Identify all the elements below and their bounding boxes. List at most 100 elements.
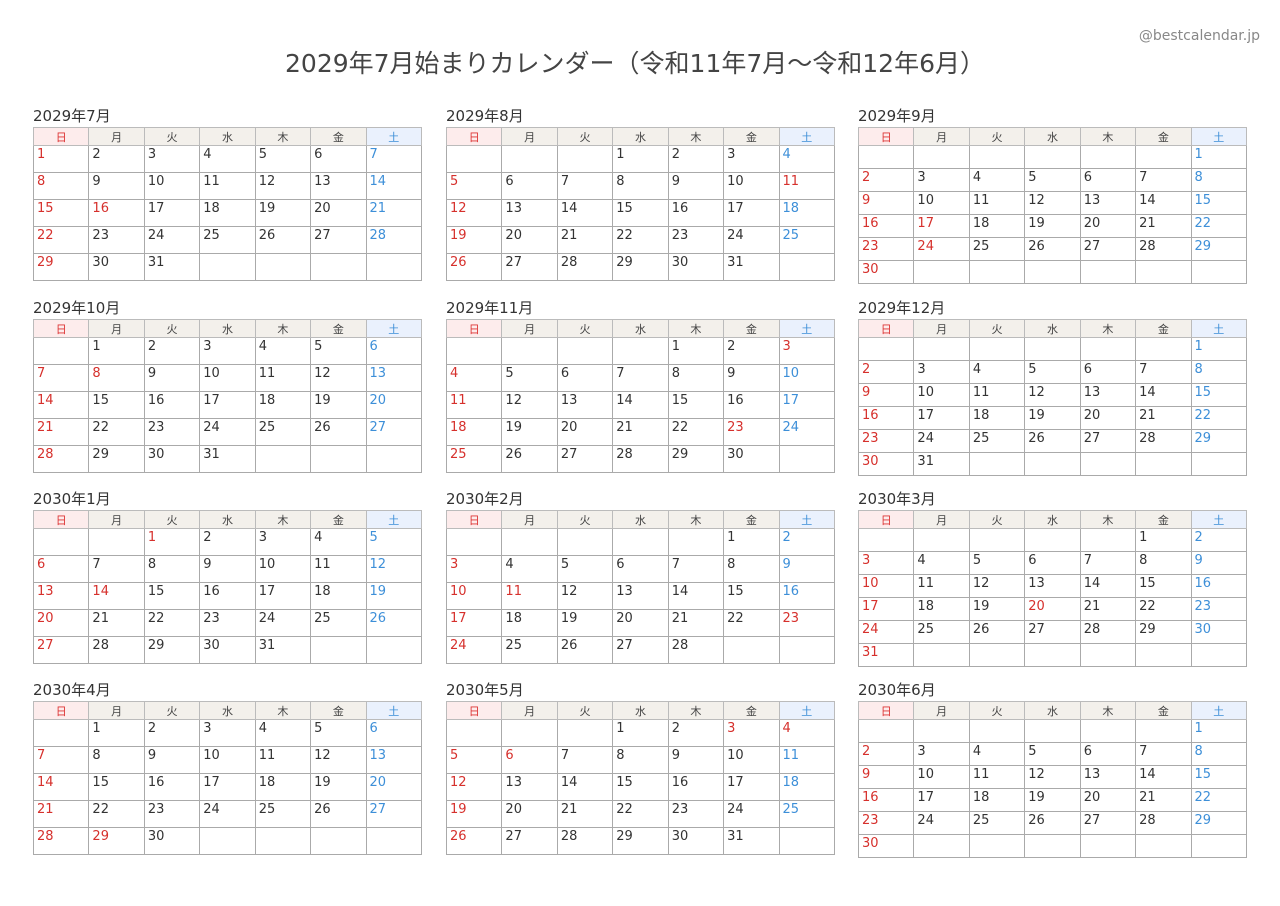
- day-cell: 1: [1190, 337, 1248, 361]
- day-cell: 10: [913, 191, 970, 215]
- day-cell: 9: [857, 765, 915, 789]
- weekday-header: 日: [857, 127, 915, 146]
- weekday-header: 火: [143, 319, 201, 338]
- week-row: 11 12 13 14 15 16 17: [445, 391, 836, 419]
- week-row: 25 26 27 28 29 30: [445, 445, 836, 473]
- empty-cell: [913, 337, 970, 361]
- day-cell: 26: [310, 418, 367, 446]
- day-cell: 4: [913, 551, 970, 575]
- empty-cell: [1190, 260, 1248, 284]
- day-cell: 2: [667, 145, 725, 173]
- empty-cell: [968, 643, 1026, 667]
- day-cell: 20: [1024, 597, 1081, 621]
- day-cell: 24: [913, 237, 970, 261]
- day-cell: 15: [612, 773, 669, 801]
- day-cell: 28: [32, 445, 90, 473]
- month-calendar: 2029年9月日月火水木金土 1 2 3 4 5 6 7 8 9 10 11 12 13 14 15 16 17 1…: [857, 105, 1248, 284]
- day-cell: 24: [723, 800, 780, 828]
- month-calendar: 2029年12月日月火水木金土 1 2 3 4 5 6 7 8 9 10 11 12 13 14 15 16 17…: [857, 297, 1248, 476]
- day-cell: 25: [778, 800, 836, 828]
- month-title: 2029年9月: [858, 107, 936, 125]
- month-title: 2030年2月: [446, 490, 524, 508]
- day-cell: 21: [612, 418, 669, 446]
- empty-cell: [1079, 337, 1137, 361]
- month-table: 日月火水木金土 1 2 3 4 5 6 7 8 9 10 11 12 13 14 15 16 17 18 19 20 21…: [32, 701, 423, 855]
- day-cell: 21: [32, 800, 90, 828]
- day-cell: 22: [612, 800, 669, 828]
- day-cell: 14: [667, 582, 725, 610]
- day-cell: 19: [1024, 788, 1081, 812]
- empty-cell: [968, 452, 1026, 476]
- day-cell: 9: [88, 172, 145, 200]
- day-cell: 11: [199, 172, 256, 200]
- day-cell: 23: [778, 609, 836, 637]
- weekday-header: 月: [501, 127, 558, 146]
- day-cell: 6: [1079, 742, 1137, 766]
- weekday-header: 火: [143, 701, 201, 720]
- day-cell: 19: [1024, 214, 1081, 238]
- weekday-header: 月: [913, 701, 970, 720]
- weekday-header: 火: [556, 510, 614, 529]
- day-cell: 18: [968, 214, 1026, 238]
- empty-cell: [556, 145, 614, 173]
- empty-cell: [88, 528, 145, 556]
- day-cell: 30: [857, 834, 915, 858]
- week-row: 4 5 6 7 8 9 10: [445, 364, 836, 392]
- day-cell: 19: [968, 597, 1026, 621]
- week-row: 17 18 19 20 21 22 23: [445, 609, 836, 637]
- day-cell: 24: [723, 226, 780, 254]
- day-cell: 22: [1190, 406, 1248, 430]
- day-cell: 18: [968, 788, 1026, 812]
- day-cell: 8: [1190, 742, 1248, 766]
- day-cell: 11: [254, 746, 312, 774]
- day-cell: 14: [88, 582, 145, 610]
- day-cell: 13: [1024, 574, 1081, 598]
- week-row: 31: [857, 643, 1248, 667]
- day-cell: 30: [723, 445, 780, 473]
- day-cell: 10: [857, 574, 915, 598]
- week-row: 13 14 15 16 17 18 19: [32, 582, 423, 610]
- month-table: 日月火水木金土 1 2 3 4 5 6 7 8 9 10 11 12 13 14 15 16 17 18 19 20 21…: [32, 319, 423, 473]
- empty-cell: [501, 337, 558, 365]
- week-row: 26 27 28 29 30 31: [445, 827, 836, 855]
- day-cell: 28: [88, 636, 145, 664]
- empty-cell: [310, 636, 367, 664]
- day-cell: 10: [778, 364, 836, 392]
- day-cell: 4: [968, 360, 1026, 384]
- day-cell: 15: [723, 582, 780, 610]
- weekday-header: 木: [667, 319, 725, 338]
- day-cell: 26: [445, 827, 503, 855]
- day-cell: 20: [501, 800, 558, 828]
- day-cell: 23: [199, 609, 256, 637]
- week-row: 28 29 30: [32, 827, 423, 855]
- week-row: 22 23 24 25 26 27 28: [32, 226, 423, 254]
- day-cell: 9: [199, 555, 256, 583]
- day-cell: 15: [88, 391, 145, 419]
- site-credit: @bestcalendar.jp: [1138, 28, 1260, 44]
- weekday-header: 土: [1190, 319, 1248, 338]
- day-cell: 15: [1190, 191, 1248, 215]
- day-cell: 15: [143, 582, 201, 610]
- day-cell: 25: [778, 226, 836, 254]
- month-title: 2029年12月: [858, 299, 946, 317]
- weekday-header: 金: [1135, 319, 1192, 338]
- week-row: 5 6 7 8 9 10 11: [445, 172, 836, 200]
- day-cell: 25: [968, 429, 1026, 453]
- day-cell: 10: [143, 172, 201, 200]
- day-cell: 11: [445, 391, 503, 419]
- week-row: 15 16 17 18 19 20 21: [32, 199, 423, 227]
- day-cell: 20: [310, 199, 367, 227]
- day-cell: 11: [778, 746, 836, 774]
- empty-cell: [32, 719, 90, 747]
- day-cell: 8: [1190, 360, 1248, 384]
- day-cell: 8: [88, 364, 145, 392]
- day-cell: 20: [365, 773, 423, 801]
- weekday-header: 金: [310, 127, 367, 146]
- day-cell: 28: [1135, 237, 1192, 261]
- day-cell: 26: [254, 226, 312, 254]
- day-cell: 2: [778, 528, 836, 556]
- empty-cell: [913, 643, 970, 667]
- weekday-header: 月: [913, 510, 970, 529]
